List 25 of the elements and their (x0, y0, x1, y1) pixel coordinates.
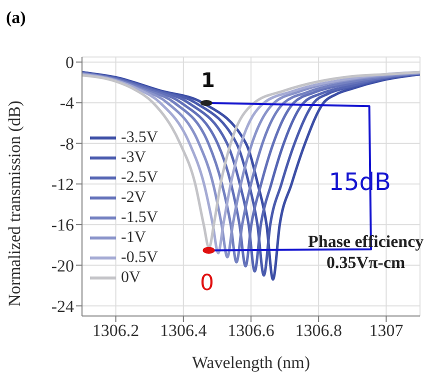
legend-label: -2V (121, 188, 146, 208)
x-tick-label: 1306.4 (160, 321, 208, 340)
y-tick-label: -24 (51, 296, 74, 316)
y-tick-label: -4 (60, 94, 74, 113)
legend-label: -0.5V (121, 248, 158, 268)
annotation: 0 (199, 271, 216, 296)
y-tick-label: -8 (60, 134, 74, 154)
x-axis-title: Wavelength (nm) (192, 353, 310, 372)
chart-title: (a) (6, 8, 26, 28)
y-tick-label: -12 (51, 174, 74, 194)
y-axis-title: Normalized transmission (dB) (5, 100, 24, 306)
annotation: 1 (201, 68, 215, 92)
x-tick-label: 1306.2 (92, 321, 140, 340)
y-tick-label: 0 (66, 53, 74, 72)
x-tick-label: 1306.6 (228, 321, 274, 340)
legend-label: 0V (121, 268, 141, 288)
legend-label: -3V (121, 148, 146, 168)
legend-label: -1.5V (121, 208, 158, 228)
y-tick-label: -20 (51, 256, 74, 276)
legend-label: -1V (121, 228, 146, 248)
y-tick-label: -16 (51, 216, 74, 235)
legend-label: -3.5V (121, 128, 158, 148)
legend-label: -2.5V (121, 168, 158, 188)
x-tick-label: 1306.8 (295, 321, 342, 340)
x-tick-label: 1307 (369, 321, 404, 340)
